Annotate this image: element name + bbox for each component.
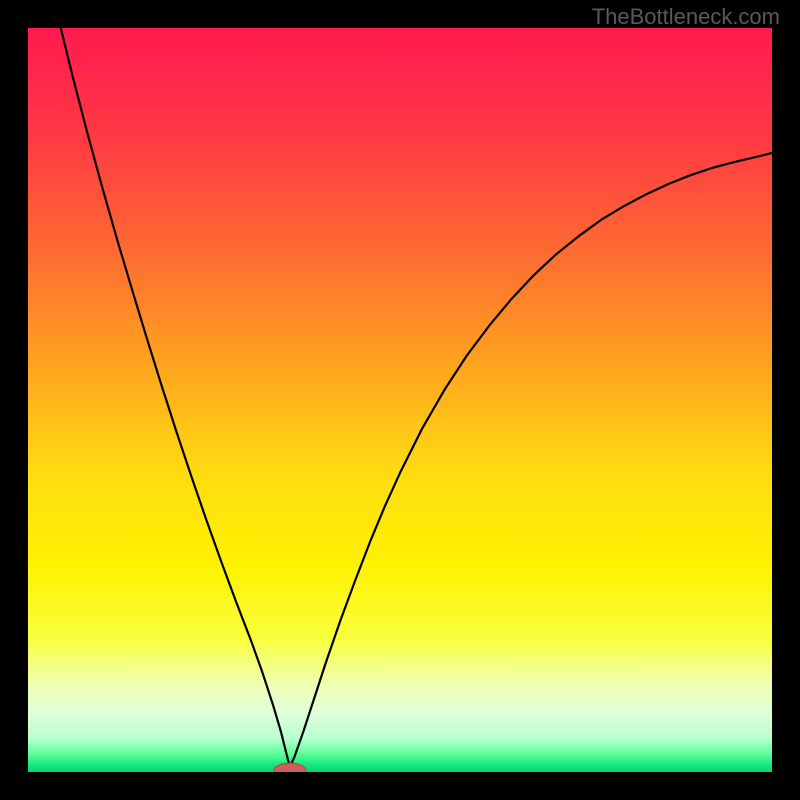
attribution-text: TheBottleneck.com: [592, 4, 780, 29]
bottleneck-chart: [0, 0, 800, 800]
attribution-link[interactable]: TheBottleneck.com: [592, 4, 780, 30]
bottleneck-marker: [274, 763, 306, 777]
plot-background: [28, 28, 772, 772]
